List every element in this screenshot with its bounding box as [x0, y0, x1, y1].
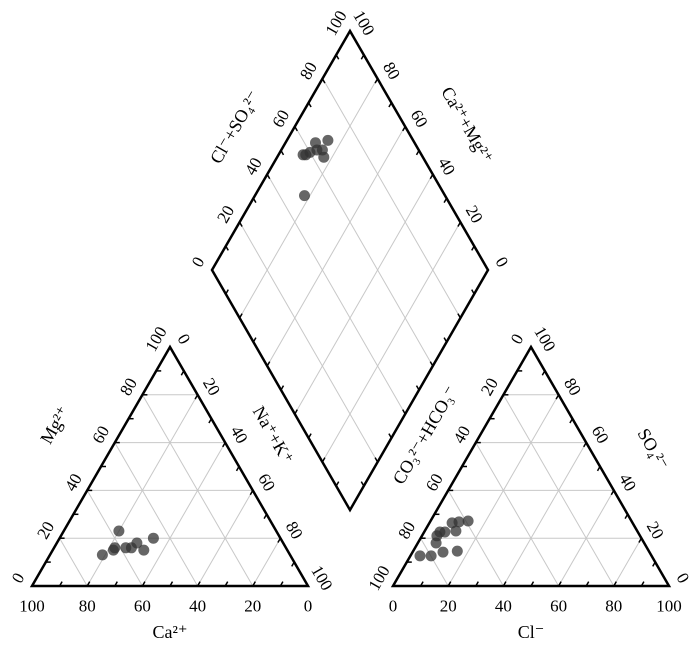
hco3-tick-label: 60: [422, 470, 447, 494]
so4-tick-label: 20: [643, 518, 668, 542]
nak-tick-label: 60: [254, 470, 279, 494]
diamond-outline: [210, 28, 490, 513]
data-points: [96, 134, 474, 562]
diamond-data-point: [299, 190, 310, 202]
mg-tick-label: 0: [8, 570, 29, 587]
clso4-tick-label: 40: [241, 154, 266, 178]
so4-tick-label: 100: [530, 323, 559, 355]
nak-tick-label: 20: [199, 375, 224, 399]
cation-triangle-grid-line: [86, 490, 143, 587]
diamond-grid-line: [239, 221, 379, 463]
diamond-grid-line: [266, 125, 406, 367]
clso4-tick-label: 0: [188, 254, 209, 271]
anion-triangle-grid-line: [502, 442, 587, 587]
camg-tick-label: 0: [492, 254, 513, 271]
ca-tick-label: 80: [79, 597, 96, 616]
cation-bottom-axis-title: Ca²⁺: [153, 622, 188, 642]
clso4-tick-label: 20: [213, 202, 238, 226]
hco3-tick-label: 40: [449, 422, 474, 446]
anion-data-point: [451, 545, 463, 557]
clso4-tick-label: 80: [296, 59, 321, 83]
cation-triangle-outline: [29, 344, 311, 588]
anion-data-point: [453, 516, 465, 528]
diamond-grid-line: [321, 77, 461, 319]
mg-tick-label: 40: [61, 470, 86, 494]
hco3-tick-label: 100: [364, 562, 393, 594]
anion-triangle-grid-line: [475, 442, 560, 587]
anion-triangle-outline: [390, 344, 672, 588]
hco3-tick-label: 0: [507, 331, 528, 348]
anion-bottom-axis-title: Cl⁻: [518, 622, 545, 642]
ca-tick-label: 20: [244, 597, 261, 616]
camg-tick-label: 20: [462, 202, 487, 226]
nak-tick-label: 0: [174, 331, 195, 348]
cation-data-point: [147, 532, 159, 544]
anion-triangle-grid-line: [613, 537, 642, 587]
cl-tick-label: 0: [389, 597, 398, 616]
anion-right-axis-title: SO₄²⁻: [633, 425, 672, 473]
ca-tick-label: 40: [189, 597, 206, 616]
cl-tick-label: 40: [495, 597, 512, 616]
mg-tick-label: 100: [141, 323, 170, 355]
diamond-grid-line: [294, 173, 434, 415]
ca-tick-label: 100: [19, 597, 45, 616]
mg-tick-label: 20: [33, 518, 58, 542]
cl-tick-label: 80: [605, 597, 622, 616]
cation-data-point: [96, 549, 108, 561]
anion-data-point: [414, 550, 426, 562]
cation-triangle-grid-line: [141, 442, 226, 587]
diamond-right-axis-title: Ca²⁺+Mg²⁺: [437, 83, 497, 167]
camg-tick-label: 40: [434, 154, 459, 178]
cl-tick-label: 20: [440, 597, 457, 616]
grid-lines: [59, 77, 642, 587]
anion-triangle-grid-line: [447, 490, 504, 587]
camg-tick-label: 80: [379, 59, 404, 83]
so4-tick-label: 0: [673, 570, 694, 587]
anion-data-point: [439, 526, 451, 538]
cation-triangle-grid-line: [59, 537, 88, 587]
anion-triangle-grid-line: [420, 537, 449, 587]
outlines: [29, 28, 672, 588]
cation-triangle-grid-line: [114, 442, 199, 587]
so4-tick-label: 60: [588, 422, 613, 446]
diamond-left-axis-title: Cl⁻+SO₄²⁻: [206, 87, 264, 167]
hco3-tick-label: 80: [394, 518, 419, 542]
cation-data-point: [131, 537, 143, 549]
cation-data-point: [107, 544, 119, 556]
anion-data-point: [437, 546, 449, 558]
diamond-grid-line: [266, 173, 406, 415]
diamond-grid-line: [321, 221, 461, 463]
cation-data-point: [120, 542, 132, 554]
cation-triangle-grid-line: [197, 490, 254, 587]
ca-tick-label: 60: [134, 597, 151, 616]
clso4-tick-label: 100: [321, 7, 350, 39]
so4-tick-label: 40: [615, 470, 640, 494]
nak-tick-label: 100: [307, 562, 336, 594]
cation-data-point: [113, 525, 125, 537]
camg-tick-label: 100: [349, 7, 378, 39]
ca-tick-label: 0: [304, 597, 313, 616]
hco3-tick-label: 20: [477, 375, 502, 399]
cation-triangle-grid-line: [252, 537, 281, 587]
camg-tick-label: 60: [407, 106, 432, 130]
diamond-data-point: [322, 134, 334, 146]
cl-tick-label: 60: [550, 597, 567, 616]
diamond-data-point: [297, 149, 309, 161]
nak-tick-label: 80: [282, 518, 307, 542]
so4-tick-label: 80: [560, 375, 585, 399]
anion-data-point: [462, 515, 474, 527]
cation-left-axis-title: Mg²⁺: [36, 403, 73, 448]
mg-tick-label: 60: [88, 422, 113, 446]
clso4-tick-label: 60: [268, 106, 293, 130]
diamond-grid-line: [294, 125, 434, 367]
cation-right-axis-title: Na⁺+K⁺: [249, 403, 298, 468]
anion-triangle-grid-line: [558, 490, 615, 587]
anion-data-point: [425, 550, 437, 562]
nak-tick-label: 40: [227, 422, 252, 446]
mg-tick-label: 80: [116, 375, 141, 399]
cl-tick-label: 100: [656, 597, 682, 616]
cation-data-point: [138, 544, 150, 556]
